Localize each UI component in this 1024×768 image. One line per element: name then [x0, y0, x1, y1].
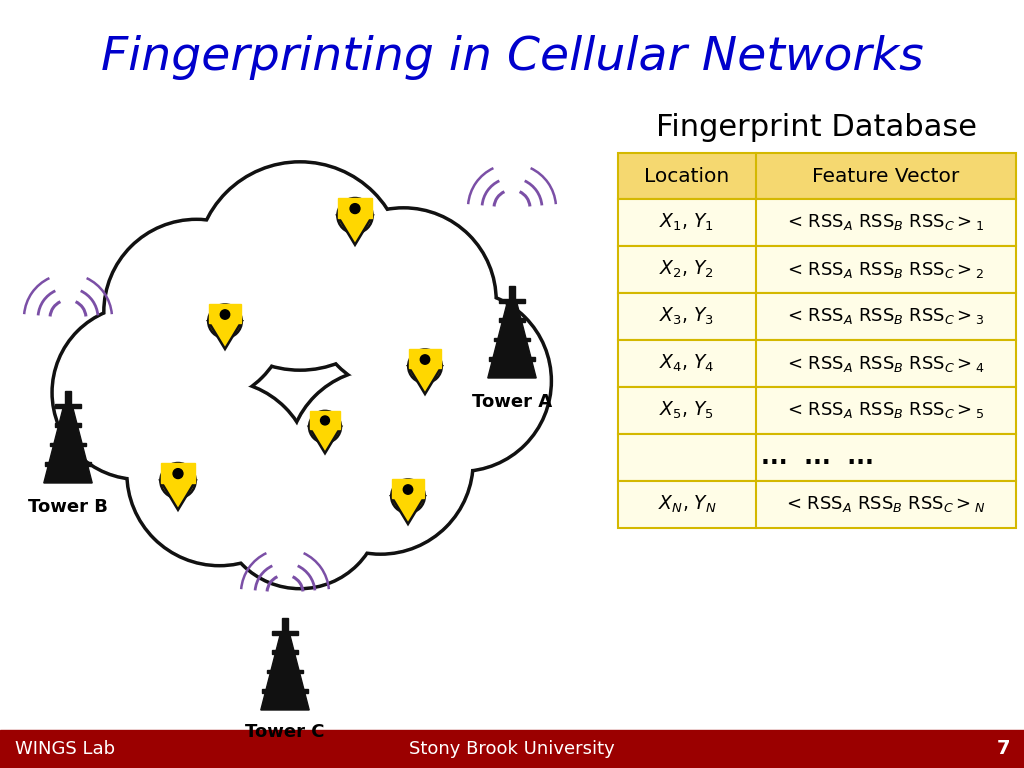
Bar [618, 199, 1016, 246]
Polygon shape [261, 633, 309, 710]
Bar [267, 670, 303, 674]
Text: $X_3$, $Y_3$: $X_3$, $Y_3$ [659, 306, 715, 327]
Bar [489, 357, 535, 361]
Circle shape [289, 369, 472, 554]
Text: Fingerprinting in Cellular Networks: Fingerprinting in Cellular Networks [100, 35, 924, 81]
Text: < RSS$_A$ RSS$_B$ RSS$_C>_5$: < RSS$_A$ RSS$_B$ RSS$_C>_5$ [787, 400, 985, 421]
Bar [262, 689, 307, 693]
Bar [271, 631, 298, 635]
Text: < RSS$_A$ RSS$_B$ RSS$_C>_3$: < RSS$_A$ RSS$_B$ RSS$_C>_3$ [787, 306, 985, 326]
Text: Tower C: Tower C [246, 723, 325, 741]
Circle shape [221, 429, 379, 586]
Bar [495, 338, 529, 342]
Bar [618, 481, 1016, 528]
Polygon shape [337, 216, 373, 245]
Circle shape [161, 463, 196, 498]
Circle shape [54, 308, 223, 477]
Bar [55, 423, 81, 427]
Text: < RSS$_A$ RSS$_B$ RSS$_C>_1$: < RSS$_A$ RSS$_B$ RSS$_C>_1$ [787, 213, 985, 233]
Circle shape [220, 310, 229, 319]
Text: $X_5$, $Y_5$: $X_5$, $Y_5$ [659, 400, 715, 421]
Text: $X_4$, $Y_4$: $X_4$, $Y_4$ [659, 353, 715, 374]
Bar [618, 293, 1016, 340]
Circle shape [350, 204, 360, 214]
Bar [618, 340, 1016, 387]
Bar [338, 198, 372, 217]
Text: WINGS Lab: WINGS Lab [15, 740, 115, 758]
Bar [162, 463, 195, 482]
Bar [45, 462, 90, 465]
Circle shape [219, 427, 381, 588]
Circle shape [391, 479, 425, 513]
Circle shape [199, 164, 401, 368]
Text: Feature Vector: Feature Vector [812, 167, 959, 186]
Bar [499, 299, 525, 303]
Text: Stony Brook University: Stony Brook University [410, 740, 614, 758]
Circle shape [313, 210, 494, 391]
Text: < RSS$_A$ RSS$_B$ RSS$_C>_2$: < RSS$_A$ RSS$_B$ RSS$_C>_2$ [787, 260, 985, 280]
Bar [618, 387, 1016, 434]
Bar [55, 404, 81, 409]
Circle shape [309, 411, 341, 443]
Circle shape [53, 306, 225, 478]
Circle shape [373, 293, 549, 469]
Polygon shape [208, 321, 242, 349]
Bar [500, 318, 524, 322]
Bar [618, 434, 1016, 481]
FancyBboxPatch shape [618, 153, 1016, 199]
Circle shape [337, 198, 373, 233]
Bar [618, 246, 1016, 293]
Text: Tower A: Tower A [472, 393, 552, 411]
Text: Fingerprint Database: Fingerprint Database [656, 114, 978, 143]
Circle shape [128, 381, 311, 565]
Polygon shape [161, 481, 196, 510]
Bar [392, 479, 424, 498]
Bar [66, 391, 71, 406]
Circle shape [197, 163, 403, 369]
Text: ...  ...  ...: ... ... ... [761, 445, 873, 469]
Polygon shape [309, 427, 341, 453]
Bar [50, 442, 86, 446]
Bar [410, 349, 440, 368]
Bar [0, 730, 1024, 768]
Circle shape [106, 222, 287, 402]
Circle shape [129, 382, 309, 563]
Circle shape [403, 485, 413, 495]
Text: < RSS$_A$ RSS$_B$ RSS$_C>_4$: < RSS$_A$ RSS$_B$ RSS$_C>_4$ [787, 353, 985, 373]
Text: $X_2$, $Y_2$: $X_2$, $Y_2$ [659, 259, 715, 280]
Circle shape [290, 371, 471, 551]
Circle shape [173, 468, 183, 478]
Circle shape [409, 349, 441, 383]
Text: Tower B: Tower B [28, 498, 108, 516]
Polygon shape [487, 301, 537, 378]
Text: $X_N$, $Y_N$: $X_N$, $Y_N$ [657, 494, 717, 515]
Circle shape [321, 416, 330, 425]
Circle shape [104, 220, 289, 404]
Text: $X_1$, $Y_1$: $X_1$, $Y_1$ [659, 212, 715, 233]
Circle shape [420, 355, 430, 364]
Polygon shape [391, 496, 425, 524]
Bar [283, 617, 288, 633]
Polygon shape [44, 406, 92, 483]
Bar [310, 411, 340, 429]
Polygon shape [409, 366, 441, 394]
Text: < RSS$_A$ RSS$_B$ RSS$_C>_N$: < RSS$_A$ RSS$_B$ RSS$_C>_N$ [786, 495, 986, 515]
Bar [272, 650, 298, 654]
Circle shape [208, 304, 242, 338]
Circle shape [372, 291, 551, 471]
Circle shape [311, 208, 496, 392]
Bar [209, 304, 241, 323]
Text: Location: Location [644, 167, 730, 186]
Bar [509, 286, 515, 301]
Text: 7: 7 [996, 740, 1010, 759]
